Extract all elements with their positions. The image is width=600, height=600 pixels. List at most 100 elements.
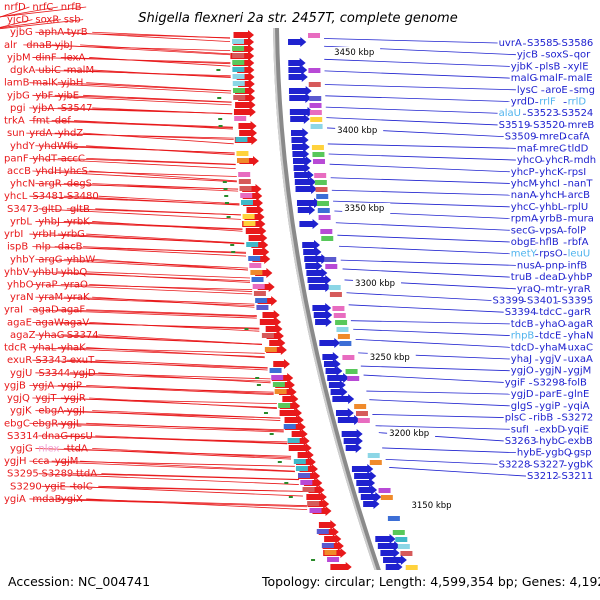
leader-line	[86, 157, 236, 165]
leader-line	[350, 320, 510, 325]
gene-label-right: yqiA	[568, 401, 590, 412]
forward-gene-arrow	[269, 338, 286, 348]
cog-block	[320, 229, 333, 234]
gene-label-left: sun	[7, 128, 25, 139]
cog-block	[242, 214, 255, 219]
cog-block	[232, 39, 245, 44]
leader-line	[63, 195, 240, 206]
gene-label-left: argG	[38, 254, 62, 265]
gene-label-right: S3519	[499, 120, 531, 131]
kbp-label-bg	[342, 203, 391, 214]
reverse-gene-arrow	[297, 205, 316, 215]
gene-label-right: rhpB	[511, 331, 535, 342]
gene-label-right: vpsA	[539, 225, 563, 236]
cog-block	[298, 473, 311, 478]
gene-label-left: S3290	[10, 481, 42, 492]
cog-block	[316, 201, 329, 206]
cog-block	[309, 110, 322, 115]
leader-line	[54, 132, 234, 140]
cog-block	[232, 81, 245, 86]
gene-label-right: tdcC	[539, 307, 562, 318]
gene-label-right: metY	[511, 249, 538, 260]
rna-tick	[222, 181, 227, 183]
leader-line	[38, 473, 299, 485]
gene-label-left: ttdA	[76, 469, 97, 480]
leader-line	[63, 296, 255, 305]
gene-label-left: ygiX	[61, 494, 83, 505]
gene-label-left: yjbE	[58, 90, 79, 101]
leader-line	[92, 69, 231, 79]
forward-gene-arrow	[282, 394, 299, 404]
leader-line	[63, 448, 292, 460]
kbp-label-bg	[353, 278, 402, 289]
gene-label-right: yrbB	[539, 214, 562, 225]
cog-block	[354, 404, 367, 409]
gene-label-left: nrfD	[4, 2, 26, 13]
gene-label-right: xylE	[568, 61, 589, 72]
gene-label-left: ygjR	[64, 393, 86, 404]
leader-line	[69, 372, 271, 380]
leader-line	[0, 19, 33, 28]
cog-block	[308, 82, 321, 87]
gene-label-left: tolC	[73, 481, 93, 492]
gene-label-right: ygjN	[539, 366, 562, 377]
gene-label-left: accC	[61, 153, 85, 164]
gene-label-right: qor	[574, 50, 591, 61]
kbp-label: 3200 kbp	[389, 429, 429, 439]
cog-block	[293, 459, 306, 464]
forward-gene-arrow	[284, 415, 304, 425]
gene-label-left: cca	[32, 456, 49, 467]
cog-block	[271, 375, 284, 380]
gene-label-right: mura	[568, 214, 594, 225]
leader-line	[92, 258, 248, 271]
gene-label-left: fis	[67, 141, 79, 152]
reverse-gene-arrow	[303, 247, 322, 257]
leader-line	[35, 258, 248, 271]
gene-label-right: yhcK	[539, 167, 564, 178]
genome-summary-text: Topology: circular; Length: 4,599,354 bp…	[261, 574, 600, 589]
gene-label-left: yhdH	[35, 166, 61, 177]
kbp-label-bg	[409, 500, 458, 511]
leader-line	[328, 153, 516, 161]
gene-label-left: dnaG	[42, 431, 69, 442]
gene-label-right: arcB	[568, 190, 591, 201]
gene-label-right: deaD	[539, 272, 566, 283]
cog-block	[232, 67, 245, 72]
cog-block	[309, 96, 322, 101]
gene-label-left: ygiA	[4, 494, 26, 505]
gene-label-left: S3374	[67, 330, 99, 341]
leader-line	[89, 321, 260, 332]
leader-line	[60, 170, 237, 177]
gene-label-left: ygjQ	[7, 393, 30, 404]
gene-label-right: ygjD	[511, 389, 534, 400]
backbone-highlight	[273, 27, 387, 600]
gene-label-left: yraI	[4, 305, 23, 316]
gene-label-right: yhcR	[545, 155, 570, 166]
gene-label-right: yhcI	[539, 178, 560, 189]
cog-block	[252, 284, 265, 289]
cog-block	[312, 159, 325, 164]
reverse-gene-arrow	[332, 394, 355, 404]
cog-block	[256, 305, 269, 310]
rna-tick	[216, 69, 221, 71]
reverse-gene-arrow	[290, 114, 310, 124]
gene-label-right: uxaA	[568, 354, 593, 365]
gene-label-right: S3586	[562, 38, 594, 49]
leader-line	[326, 117, 498, 126]
cog-block	[369, 460, 382, 465]
reverse-gene-arrow	[312, 303, 332, 313]
leader-line	[66, 435, 288, 445]
leader-line	[29, 422, 284, 433]
gene-label-left: malK	[32, 78, 58, 89]
gene-label-left: agaF	[61, 305, 86, 316]
gene-label-left: yhcS	[64, 166, 88, 177]
leader-line	[337, 234, 510, 243]
gene-label-left: S3295	[7, 469, 39, 480]
leader-line	[32, 170, 237, 183]
leader-line	[29, 460, 295, 473]
kbp-label: 3450 kbp	[334, 48, 374, 58]
gene-label-right: rrlD	[568, 97, 587, 108]
gene-label-right: S3228	[499, 459, 531, 470]
reverse-gene-arrow	[351, 464, 374, 474]
cog-block	[333, 313, 346, 318]
